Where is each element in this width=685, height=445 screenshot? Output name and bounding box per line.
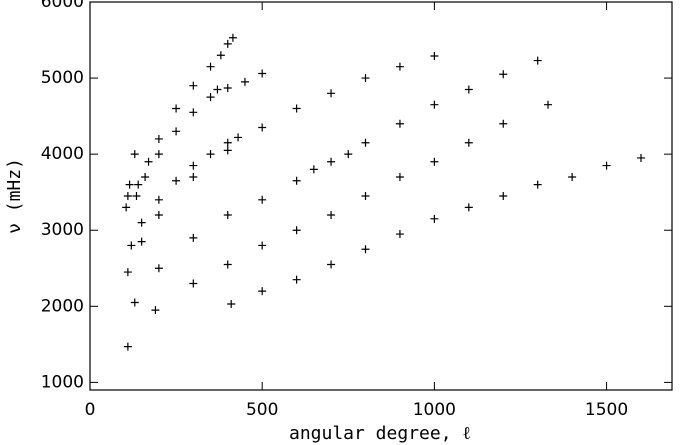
data-point bbox=[132, 192, 141, 200]
data-point bbox=[137, 237, 146, 246]
data-point bbox=[361, 192, 370, 200]
data-point bbox=[395, 119, 404, 128]
data-point bbox=[130, 298, 139, 307]
data-point bbox=[430, 52, 439, 61]
y-tick-label: 3000 bbox=[41, 220, 84, 240]
data-point bbox=[223, 211, 232, 220]
data-point bbox=[189, 161, 198, 170]
data-point bbox=[189, 172, 198, 181]
data-point bbox=[216, 51, 225, 60]
y-tick-label: 6000 bbox=[41, 0, 84, 12]
data-point bbox=[361, 138, 370, 147]
data-point bbox=[395, 62, 404, 71]
data-point bbox=[533, 56, 542, 65]
data-point bbox=[361, 74, 370, 83]
data-point bbox=[544, 100, 553, 109]
data-point bbox=[228, 33, 237, 42]
data-point bbox=[292, 275, 301, 284]
data-point bbox=[154, 150, 163, 159]
y-tick-label: 4000 bbox=[41, 144, 84, 164]
data-point bbox=[206, 62, 215, 71]
data-point bbox=[144, 157, 153, 166]
data-point bbox=[344, 150, 353, 159]
data-point bbox=[568, 172, 577, 181]
data-point bbox=[499, 70, 508, 79]
data-point bbox=[395, 230, 404, 239]
data-point bbox=[258, 195, 267, 204]
data-point bbox=[327, 157, 336, 166]
data-point bbox=[127, 241, 136, 250]
data-point bbox=[189, 81, 198, 90]
data-point bbox=[499, 119, 508, 128]
data-point bbox=[602, 161, 611, 170]
data-point bbox=[464, 138, 473, 147]
data-point bbox=[123, 192, 132, 200]
data-point bbox=[223, 146, 232, 155]
data-point bbox=[430, 214, 439, 223]
data-point bbox=[430, 100, 439, 109]
y-axis-title: ν (mHz) bbox=[4, 158, 25, 234]
data-point bbox=[154, 264, 163, 273]
data-point bbox=[258, 123, 267, 132]
data-point bbox=[464, 85, 473, 94]
data-point bbox=[189, 279, 198, 288]
data-point bbox=[327, 89, 336, 98]
data-point bbox=[206, 150, 215, 159]
data-point bbox=[125, 180, 134, 189]
y-tick-label: 5000 bbox=[41, 68, 84, 88]
data-point bbox=[223, 138, 232, 147]
x-tick-label: 0 bbox=[85, 400, 96, 420]
x-axis-title: angular degree, ℓ bbox=[289, 423, 471, 444]
data-point bbox=[240, 77, 249, 86]
data-point bbox=[154, 134, 163, 143]
y-tick-label: 1000 bbox=[41, 372, 84, 392]
data-point bbox=[134, 180, 143, 189]
data-point bbox=[430, 157, 439, 166]
data-point bbox=[123, 268, 132, 277]
data-point bbox=[292, 104, 301, 113]
data-point bbox=[172, 176, 181, 185]
data-point bbox=[172, 127, 181, 136]
x-tick-label: 500 bbox=[246, 400, 278, 420]
data-point bbox=[130, 150, 139, 159]
data-point bbox=[189, 108, 198, 117]
data-point bbox=[258, 69, 267, 78]
data-point bbox=[141, 172, 150, 181]
data-point bbox=[327, 260, 336, 269]
x-tick-label: 1000 bbox=[413, 400, 456, 420]
data-point bbox=[309, 165, 318, 174]
data-point bbox=[464, 203, 473, 212]
data-point bbox=[533, 180, 542, 189]
x-tick-label: 1500 bbox=[585, 400, 628, 420]
data-point bbox=[223, 260, 232, 269]
data-point bbox=[361, 245, 370, 254]
data-point bbox=[258, 241, 267, 250]
data-point bbox=[292, 176, 301, 185]
data-point bbox=[637, 153, 646, 162]
data-point bbox=[154, 195, 163, 204]
data-point bbox=[206, 93, 215, 102]
data-point bbox=[223, 83, 232, 92]
data-point bbox=[137, 218, 146, 227]
data-point bbox=[258, 287, 267, 296]
data-point bbox=[292, 226, 301, 235]
data-point bbox=[213, 85, 222, 94]
plot-frame bbox=[89, 1, 673, 391]
data-point bbox=[189, 233, 198, 242]
data-point bbox=[151, 306, 160, 315]
data-point bbox=[122, 203, 131, 212]
data-point bbox=[395, 172, 404, 181]
data-point bbox=[327, 211, 336, 220]
data-point bbox=[234, 133, 243, 142]
data-point bbox=[499, 192, 508, 200]
data-point bbox=[123, 342, 132, 351]
data-point bbox=[223, 39, 232, 48]
data-point bbox=[172, 104, 181, 113]
data-point bbox=[154, 211, 163, 220]
data-point bbox=[227, 300, 236, 309]
y-tick-label: 2000 bbox=[41, 296, 84, 316]
